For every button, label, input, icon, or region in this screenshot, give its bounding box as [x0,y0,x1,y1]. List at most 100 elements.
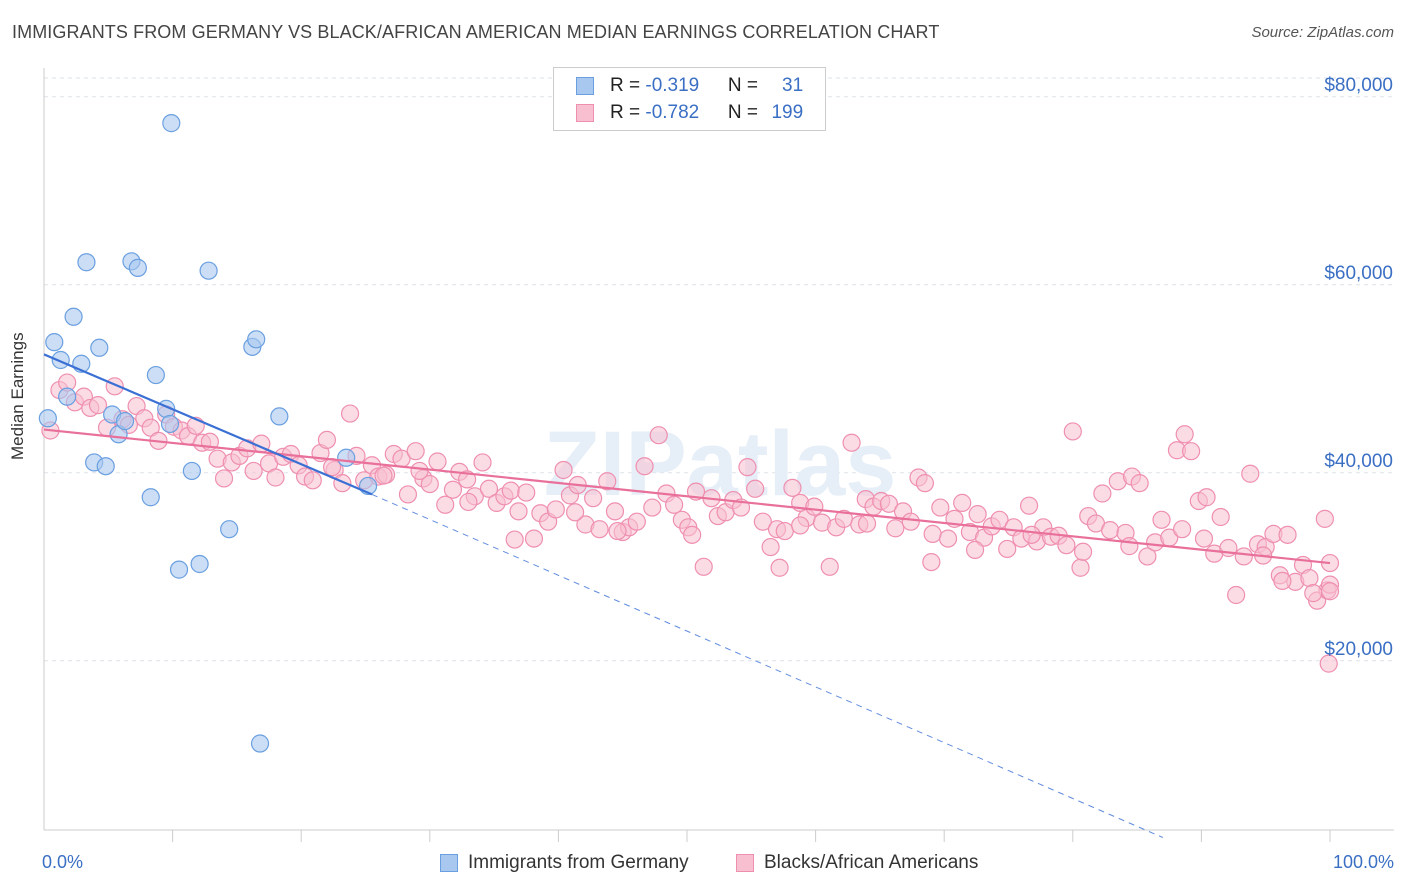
bottom-legend-label-germany: Immigrants from Germany [468,852,689,873]
point-blacks-african-americans [303,471,322,490]
legend-r-label-1: R = [610,75,646,96]
point-blacks-african-americans [998,539,1017,559]
y-tick-label: $20,000 [1324,639,1393,660]
point-blacks-african-americans [479,479,499,498]
y-tick-label: $60,000 [1324,263,1393,284]
point-blacks-african-americans [953,493,972,512]
bottom-legend-swatch-pink [736,854,754,872]
y-axis-label: Median Earnings [8,332,27,460]
y-tick-labels: $20,000 $40,000 $60,000 $80,000 [1324,75,1393,660]
point-blacks-african-americans [428,452,447,471]
bottom-legend-label-black: Blacks/African Americans [764,852,979,873]
series-blacks-african-americans [41,373,1340,673]
point-blacks-african-americans [915,474,935,493]
point-blacks-african-americans [1182,442,1201,461]
point-blacks-african-americans [244,461,263,481]
point-blacks-african-americans [1057,536,1076,555]
point-blacks-african-americans [443,480,463,499]
point-immigrants-from-germany [58,387,77,406]
point-blacks-african-americans [683,525,702,544]
point-immigrants-from-germany [45,333,64,352]
trend-line-blacks-african-americans [43,428,1331,565]
point-immigrants-from-germany [115,412,135,431]
point-blacks-african-americans [473,453,492,472]
point-blacks-african-americans [524,529,544,548]
point-blacks-african-americans [406,442,425,461]
point-blacks-african-americans [1019,496,1039,515]
point-blacks-african-americans [922,552,941,572]
trend-line-immigrants-from-germany [43,353,373,496]
point-blacks-african-americans [1194,529,1214,548]
chart-title: IMMIGRANTS FROM GERMANY VS BLACK/AFRICAN… [12,22,940,42]
point-blacks-african-americans [1227,585,1246,605]
point-blacks-african-americans [1138,547,1157,566]
legend-n-value-1: 31 [782,75,804,96]
point-blacks-african-americans [1211,507,1230,527]
point-blacks-african-americans [457,470,477,489]
point-blacks-african-americans [775,521,794,541]
point-blacks-african-americans [820,557,839,576]
point-blacks-african-americans [738,458,757,477]
point-blacks-african-americans [746,479,765,498]
point-blacks-african-americans [214,469,234,488]
point-blacks-african-americans [410,461,429,481]
point-blacks-african-americans [605,502,625,521]
point-blacks-african-americans [1100,521,1120,540]
point-blacks-african-americans [1320,582,1340,601]
y-tick-label: $40,000 [1324,451,1393,472]
point-blacks-african-americans [1273,571,1292,591]
legend-n-label-1: N = [727,75,764,96]
point-blacks-african-americans [554,460,573,480]
point-immigrants-from-germany [220,520,239,539]
point-blacks-african-americans [1315,509,1334,528]
point-blacks-african-americans [459,492,478,512]
point-blacks-african-americans [1241,464,1260,483]
point-immigrants-from-germany [90,338,109,357]
point-blacks-african-americans [420,474,439,494]
point-blacks-african-americans [968,505,987,524]
point-immigrants-from-germany [190,554,209,574]
point-immigrants-from-germany [270,407,289,426]
point-blacks-african-americans [1130,474,1149,493]
point-blacks-african-americans [923,524,942,544]
point-blacks-african-americans [436,495,455,514]
point-immigrants-from-germany [169,560,189,579]
point-blacks-african-americans [566,503,585,522]
point-blacks-african-americans [783,478,802,497]
point-blacks-african-americans [340,404,360,423]
x-axis-min-label: 0.0% [42,852,84,872]
point-blacks-african-americans [879,494,899,513]
legend-swatch-pink [576,104,594,122]
point-blacks-african-americans [965,540,985,559]
point-blacks-african-americans [931,498,950,517]
point-blacks-african-americans [901,512,920,531]
point-immigrants-from-germany [250,734,270,753]
point-blacks-african-americans [1197,488,1216,507]
legend-box: R = -0.319 N = 31 R = -0.782 N = 199 [553,67,826,131]
point-blacks-african-americans [317,430,337,449]
point-immigrants-from-germany [162,114,181,133]
point-blacks-african-americans [584,489,603,508]
legend-r-label-2: R = [610,102,646,123]
bottom-legend-black: Blacks/African Americans [736,852,978,874]
point-blacks-african-americans [842,433,861,452]
point-immigrants-from-germany [128,258,147,277]
point-blacks-african-americans [770,558,789,577]
point-immigrants-from-germany [160,414,180,434]
point-immigrants-from-germany [247,330,266,349]
legend-n-value-2: 199 [771,102,804,123]
point-immigrants-from-germany [199,261,218,280]
point-blacks-african-americans [517,483,536,502]
point-immigrants-from-germany [182,461,201,481]
point-blacks-african-americans [598,472,617,491]
point-blacks-african-americans [1022,525,1041,544]
legend-swatch-blue [576,77,594,95]
point-blacks-african-americans [374,466,393,485]
point-blacks-african-americans [1063,422,1082,441]
legend-r-value-1: -0.319 [645,75,700,96]
point-blacks-african-americans [627,512,646,531]
source-credit: Source: ZipAtlas.com [1251,24,1394,41]
point-blacks-african-americans [805,497,824,516]
point-blacks-african-americans [501,481,520,500]
